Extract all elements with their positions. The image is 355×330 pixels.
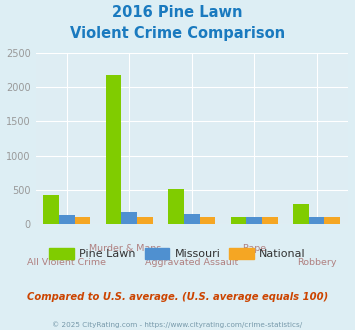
Bar xyxy=(75,217,90,224)
Text: Compared to U.S. average. (U.S. average equals 100): Compared to U.S. average. (U.S. average … xyxy=(27,292,328,302)
Text: Aggravated Assault: Aggravated Assault xyxy=(145,258,238,267)
Bar xyxy=(200,217,215,224)
Text: 2016 Pine Lawn: 2016 Pine Lawn xyxy=(112,5,243,20)
Bar xyxy=(121,213,137,224)
Bar xyxy=(184,214,200,224)
Text: © 2025 CityRating.com - https://www.cityrating.com/crime-statistics/: © 2025 CityRating.com - https://www.city… xyxy=(53,322,302,328)
Bar xyxy=(293,204,309,224)
Bar xyxy=(324,217,340,224)
Bar xyxy=(262,217,278,224)
Text: Violent Crime Comparison: Violent Crime Comparison xyxy=(70,26,285,41)
Bar xyxy=(309,216,324,224)
Bar xyxy=(59,215,75,224)
Bar xyxy=(168,189,184,224)
Bar xyxy=(231,217,246,224)
Text: Robbery: Robbery xyxy=(297,258,337,267)
Text: All Violent Crime: All Violent Crime xyxy=(27,258,106,267)
Bar xyxy=(106,75,121,224)
Bar xyxy=(137,217,153,224)
Legend: Pine Lawn, Missouri, National: Pine Lawn, Missouri, National xyxy=(45,244,310,263)
Bar xyxy=(246,217,262,224)
Text: Rape: Rape xyxy=(242,244,266,253)
Text: Murder & Mans...: Murder & Mans... xyxy=(89,244,170,253)
Bar xyxy=(43,195,59,224)
